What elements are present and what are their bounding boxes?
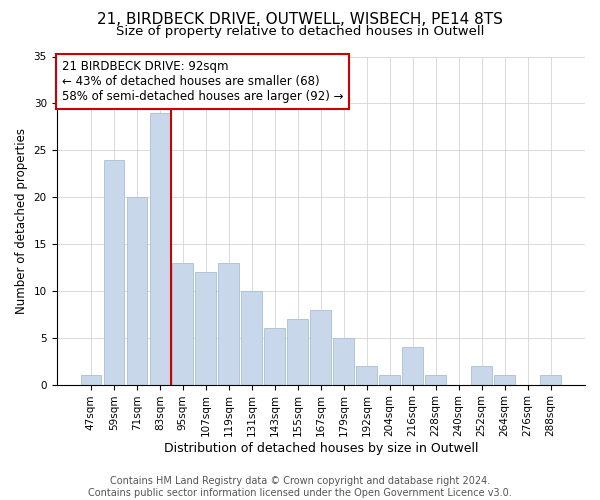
Y-axis label: Number of detached properties: Number of detached properties xyxy=(15,128,28,314)
Bar xyxy=(403,347,423,385)
Bar xyxy=(540,375,561,384)
Text: Contains HM Land Registry data © Crown copyright and database right 2024.
Contai: Contains HM Land Registry data © Crown c… xyxy=(88,476,512,498)
Bar xyxy=(218,262,239,384)
Bar xyxy=(310,310,331,384)
Bar xyxy=(265,328,285,384)
Bar xyxy=(80,375,101,384)
Bar xyxy=(287,319,308,384)
Bar xyxy=(196,272,216,384)
Bar xyxy=(472,366,492,384)
Bar xyxy=(127,197,147,384)
Bar xyxy=(494,375,515,384)
Bar xyxy=(172,262,193,384)
Bar xyxy=(104,160,124,384)
X-axis label: Distribution of detached houses by size in Outwell: Distribution of detached houses by size … xyxy=(164,442,478,455)
Bar xyxy=(149,112,170,384)
Text: Size of property relative to detached houses in Outwell: Size of property relative to detached ho… xyxy=(116,25,484,38)
Bar xyxy=(334,338,354,384)
Bar xyxy=(241,291,262,384)
Bar xyxy=(356,366,377,384)
Text: 21 BIRDBECK DRIVE: 92sqm
← 43% of detached houses are smaller (68)
58% of semi-d: 21 BIRDBECK DRIVE: 92sqm ← 43% of detach… xyxy=(62,60,343,103)
Text: 21, BIRDBECK DRIVE, OUTWELL, WISBECH, PE14 8TS: 21, BIRDBECK DRIVE, OUTWELL, WISBECH, PE… xyxy=(97,12,503,28)
Bar xyxy=(379,375,400,384)
Bar xyxy=(425,375,446,384)
